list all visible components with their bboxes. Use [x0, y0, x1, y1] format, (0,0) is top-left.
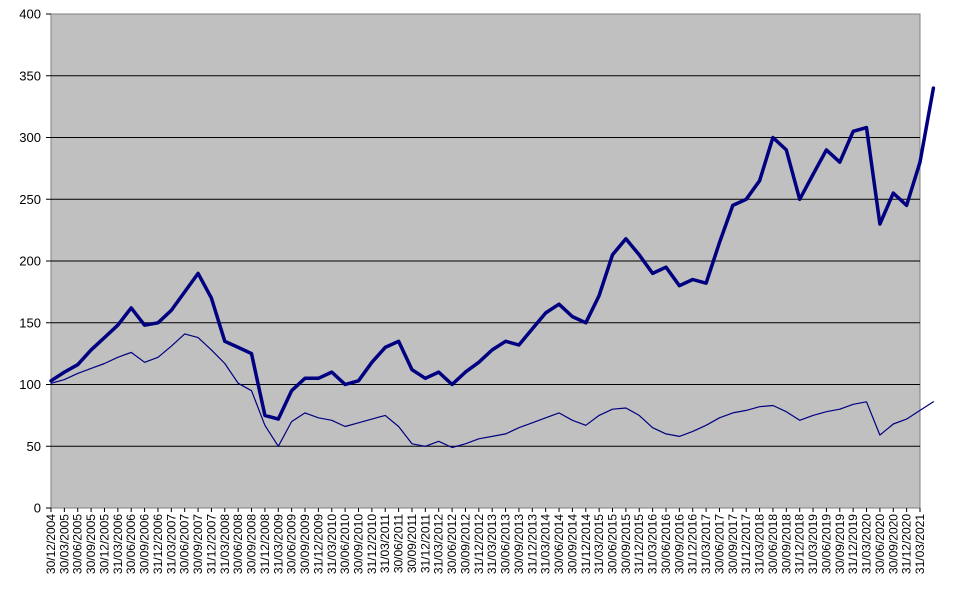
x-tick-label: 31/03/2011 — [378, 514, 392, 573]
x-tick-label: 31/12/2008 — [258, 514, 272, 574]
x-tick-label: 30/06/2005 — [71, 514, 85, 574]
x-tick-label: 30/09/2006 — [138, 514, 152, 574]
x-tick-label: 30/09/2016 — [672, 514, 686, 574]
x-tick-label: 30/06/2013 — [499, 514, 513, 574]
y-tick-label: 150 — [19, 315, 41, 330]
x-tick-label: 31/03/2012 — [432, 514, 446, 574]
y-tick-label: 250 — [19, 192, 41, 207]
x-tick-label: 31/12/2018 — [793, 514, 807, 574]
x-tick-label: 31/03/2007 — [164, 514, 178, 574]
x-tick-label: 30/09/2015 — [619, 514, 633, 574]
x-tick-label: 30/06/2016 — [659, 514, 673, 574]
x-tick-label: 31/03/2018 — [753, 514, 767, 574]
x-tick-label: 30/06/2014 — [552, 514, 566, 574]
y-tick-label: 300 — [19, 130, 41, 145]
x-tick-label: 30/09/2019 — [833, 514, 847, 574]
x-axis: 30/12/2004 30/03/2005 30/06/2005 30/09/2005… — [44, 508, 927, 574]
x-tick-label: 31/03/2021 — [913, 514, 927, 574]
x-tick-label: 30/06/2006 — [124, 514, 138, 574]
x-tick-label: 31/03/2015 — [592, 514, 606, 574]
x-tick-label: 31/03/2017 — [699, 514, 713, 574]
x-tick-label: 31/12/2012 — [472, 514, 486, 574]
x-tick-label: 30/09/2014 — [565, 514, 579, 574]
x-tick-label: 30/09/2005 — [84, 514, 98, 574]
x-tick-label: 31/12/2019 — [846, 514, 860, 574]
x-tick-label: 30/09/2020 — [886, 514, 900, 574]
x-tick-label: 30/12/2004 — [44, 514, 58, 574]
x-tick-label: 31/12/2013 — [525, 514, 539, 574]
x-tick-label: 31/12/2010 — [365, 514, 379, 574]
x-tick-label: 30/06/2017 — [712, 514, 726, 574]
y-tick-label: 0 — [34, 501, 41, 516]
x-tick-label: 31/12/2009 — [311, 514, 325, 574]
x-tick-label: 31/03/2014 — [539, 514, 553, 574]
x-tick-label: 30/12/2005 — [97, 514, 111, 574]
x-tick-label: 30/09/2018 — [779, 514, 793, 574]
x-tick-label: 30/06/2010 — [338, 514, 352, 574]
x-tick-label: 30/09/2008 — [245, 514, 259, 574]
x-tick-label: 30/06/2009 — [285, 514, 299, 574]
x-tick-label: 31/03/2016 — [646, 514, 660, 574]
x-tick-label: 31/03/2009 — [271, 514, 285, 574]
x-tick-label: 30/06/2011 — [392, 514, 406, 573]
x-tick-label: 31/12/2006 — [151, 514, 165, 574]
x-tick-label: 31/03/2013 — [485, 514, 499, 574]
y-tick-label: 200 — [19, 254, 41, 269]
x-tick-label: 31/03/2020 — [860, 514, 874, 574]
x-tick-label: 30/09/2013 — [512, 514, 526, 574]
x-tick-label: 30/06/2018 — [766, 514, 780, 574]
x-tick-label: 30/06/2020 — [873, 514, 887, 574]
x-tick-label: 30/09/2011 — [405, 514, 419, 573]
x-tick-label: 30/06/2012 — [445, 514, 459, 574]
x-tick-label: 31/03/2010 — [325, 514, 339, 574]
x-tick-label: 30/09/2010 — [351, 514, 365, 574]
x-tick-label: 30/09/2009 — [298, 514, 312, 574]
x-tick-label: 31/03/2006 — [111, 514, 125, 574]
x-tick-label: 31/12/2017 — [739, 514, 753, 574]
y-tick-label: 100 — [19, 377, 41, 392]
x-tick-label: 31/03/2019 — [806, 514, 820, 574]
x-tick-label: 30/09/2012 — [458, 514, 472, 574]
x-tick-label: 31/12/2014 — [579, 514, 593, 574]
series-line-1 — [49, 86, 936, 421]
x-tick-label: 31/12/2007 — [204, 514, 218, 574]
y-axis: 0 50 100 150 200 250 300 350 400 — [19, 7, 51, 516]
x-tick-label: 30/06/2008 — [231, 514, 245, 574]
x-tick-label: 31/12/2020 — [900, 514, 914, 574]
series-group — [49, 86, 936, 449]
x-tick-label: 31/03/2008 — [218, 514, 232, 574]
x-tick-label: 30/06/2019 — [819, 514, 833, 574]
x-tick-label: 31/12/2015 — [632, 514, 646, 574]
y-tick-label: 350 — [19, 68, 41, 83]
x-tick-label: 31/12/2016 — [686, 514, 700, 574]
y-tick-label: 50 — [27, 439, 41, 454]
x-tick-label: 30/09/2017 — [726, 514, 740, 574]
y-tick-label: 400 — [19, 7, 41, 22]
x-tick-label: 30/09/2007 — [191, 514, 205, 574]
x-tick-label: 30/06/2007 — [178, 514, 192, 574]
x-tick-label: 30/06/2015 — [606, 514, 620, 574]
series-line-2 — [50, 333, 935, 449]
x-tick-label: 30/03/2005 — [57, 514, 71, 574]
x-tick-label: 31/12/2011 — [418, 514, 432, 573]
